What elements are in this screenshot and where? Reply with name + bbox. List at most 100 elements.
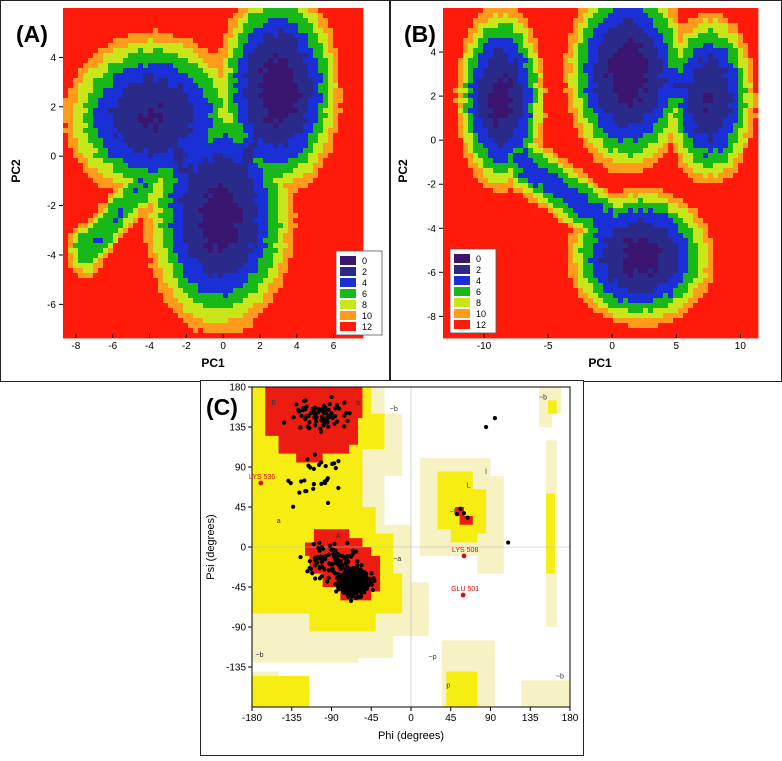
heatmap-cell: [68, 78, 73, 83]
heatmap-cell: [178, 48, 183, 53]
heatmap-cell: [248, 203, 253, 208]
heatmap-cell: [208, 203, 213, 208]
heatmap-cell: [78, 223, 83, 228]
heatmap-cell: [88, 208, 93, 213]
heatmap-cell: [253, 198, 258, 203]
heatmap-cell: [113, 123, 118, 128]
heatmap-cell: [93, 258, 98, 263]
heatmap-cell: [303, 108, 308, 113]
heatmap-cell: [443, 78, 448, 83]
heatmap-cell: [98, 43, 103, 48]
heatmap-cell: [358, 123, 363, 128]
heatmap-cell: [183, 58, 188, 63]
heatmap-cell: [498, 78, 503, 83]
heatmap-cell: [548, 53, 553, 58]
heatmap-cell: [243, 293, 248, 298]
heatmap-cell: [493, 38, 498, 43]
heatmap-cell: [88, 88, 93, 93]
heatmap-cell: [668, 18, 673, 23]
heatmap-cell: [178, 233, 183, 238]
heatmap-cell: [333, 113, 338, 118]
heatmap-cell: [173, 138, 178, 143]
heatmap-cell: [738, 13, 743, 18]
heatmap-cell: [208, 68, 213, 73]
heatmap-cell: [188, 73, 193, 78]
heatmap-cell: [313, 323, 318, 328]
heatmap-cell: [483, 73, 488, 78]
heatmap-cell: [313, 308, 318, 313]
heatmap-cell: [238, 58, 243, 63]
heatmap-cell: [203, 58, 208, 63]
heatmap-cell: [643, 68, 648, 73]
heatmap-cell: [268, 63, 273, 68]
heatmap-cell: [183, 13, 188, 18]
heatmap-cell: [108, 228, 113, 233]
heatmap-cell: [338, 53, 343, 58]
heatmap-cell: [323, 118, 328, 123]
heatmap-cell: [213, 298, 218, 303]
heatmap-cell: [243, 208, 248, 213]
heatmap-cell: [108, 148, 113, 153]
heatmap-cell: [583, 63, 588, 68]
heatmap-cell: [243, 18, 248, 23]
heatmap-cell: [273, 213, 278, 218]
heatmap-cell: [103, 263, 108, 268]
heatmap-cell: [103, 93, 108, 98]
heatmap-cell: [328, 83, 333, 88]
heatmap-cell: [348, 173, 353, 178]
heatmap-cell: [88, 53, 93, 58]
heatmap-cell: [453, 28, 458, 33]
heatmap-cell: [188, 263, 193, 268]
heatmap-cell: [243, 163, 248, 168]
heatmap-cell: [678, 58, 683, 63]
heatmap-cell: [93, 328, 98, 333]
heatmap-cell: [228, 143, 233, 148]
heatmap-cell: [568, 63, 573, 68]
heatmap-cell: [63, 193, 68, 198]
heatmap-cell: [153, 268, 158, 273]
heatmap-cell: [228, 288, 233, 293]
heatmap-cell: [173, 98, 178, 103]
heatmap-cell: [123, 43, 128, 48]
heatmap-cell: [658, 78, 663, 83]
heatmap-cell: [68, 323, 73, 328]
heatmap-cell: [533, 8, 538, 13]
heatmap-cell: [318, 78, 323, 83]
heatmap-cell: [583, 23, 588, 28]
heatmap-cell: [328, 28, 333, 33]
heatmap-cell: [718, 73, 723, 78]
heatmap-cell: [88, 73, 93, 78]
heatmap-cell: [108, 193, 113, 198]
heatmap-cell: [248, 328, 253, 333]
heatmap-cell: [718, 58, 723, 63]
heatmap-cell: [683, 23, 688, 28]
heatmap-cell: [278, 18, 283, 23]
heatmap-cell: [98, 93, 103, 98]
heatmap-cell: [343, 28, 348, 33]
heatmap-cell: [208, 138, 213, 143]
heatmap-cell: [183, 238, 188, 243]
heatmap-cell: [618, 23, 623, 28]
heatmap-cell: [153, 313, 158, 318]
heatmap-cell: [123, 313, 128, 318]
heatmap-cell: [118, 243, 123, 248]
heatmap-cell: [318, 63, 323, 68]
heatmap-cell: [248, 223, 253, 228]
heatmap-cell: [488, 83, 493, 88]
heatmap-cell: [593, 38, 598, 43]
heatmap-cell: [628, 83, 633, 88]
heatmap-cell: [323, 98, 328, 103]
heatmap-cell: [108, 68, 113, 73]
heatmap-cell: [353, 13, 358, 18]
heatmap-cell: [133, 83, 138, 88]
heatmap-cell: [143, 303, 148, 308]
heatmap-cell: [698, 18, 703, 23]
heatmap-cell: [338, 128, 343, 133]
heatmap-cell: [588, 8, 593, 13]
heatmap-cell: [123, 303, 128, 308]
heatmap-cell: [313, 243, 318, 248]
heatmap-cell: [353, 183, 358, 188]
heatmap-cell: [318, 28, 323, 33]
heatmap-cell: [278, 143, 283, 148]
heatmap-cell: [153, 48, 158, 53]
